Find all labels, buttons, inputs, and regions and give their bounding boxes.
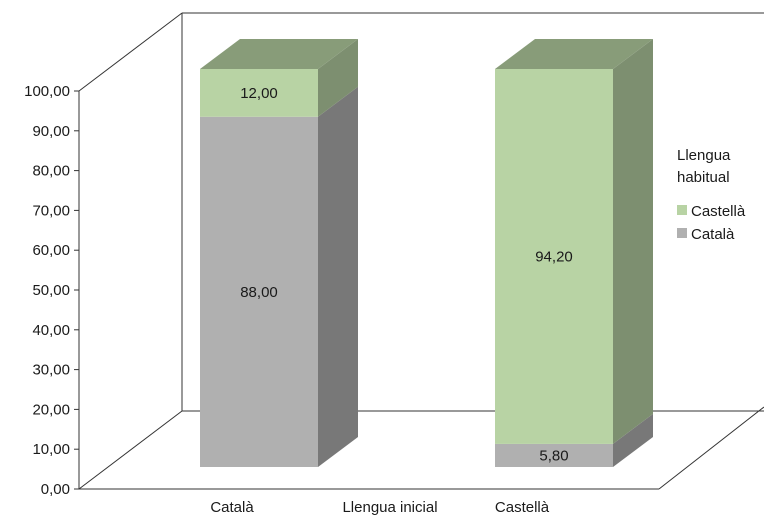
back-wall-left-edge	[78, 12, 183, 92]
x-tick-label: Castellà	[495, 499, 550, 516]
x-tick-label: Català	[210, 499, 254, 516]
y-tick-label: 10,00	[32, 441, 70, 458]
legend-label: Català	[691, 226, 735, 243]
bar-side-face	[613, 413, 653, 467]
bar-side-face	[613, 39, 653, 444]
legend-label: Castellà	[691, 203, 746, 220]
bar-top-face	[495, 39, 653, 69]
x-axis: Català Castellà Llengua inicial	[210, 499, 549, 516]
bar-front-face	[200, 69, 318, 117]
data-label: 94,20	[535, 248, 573, 265]
y-axis: 0,00 10,00 20,00 30,00 40,00 50,00 60,00 70,00 8…	[24, 83, 79, 498]
bar-front-face	[200, 116, 318, 467]
bar-segment: 94,20	[495, 39, 653, 444]
floor-left-edge	[78, 410, 183, 490]
y-tick-label: 100,00	[24, 83, 70, 100]
x-axis-title: Llengua inicial	[342, 499, 437, 516]
legend-title: Llengua	[677, 147, 731, 164]
y-tick-label: 60,00	[32, 242, 70, 259]
bar-side-face	[318, 39, 358, 117]
bar-front-face	[495, 443, 613, 467]
bar-front-face	[495, 69, 613, 444]
y-tick-label: 70,00	[32, 202, 70, 219]
chart-frame	[78, 12, 764, 490]
y-tick-label: 30,00	[32, 362, 70, 379]
y-tick-label: 0,00	[41, 481, 70, 498]
y-tick-label: 80,00	[32, 163, 70, 180]
y-tick-label: 50,00	[32, 282, 70, 299]
data-label: 5,80	[539, 447, 568, 464]
data-label: 12,00	[240, 85, 278, 102]
data-label: 88,00	[240, 284, 278, 301]
legend-swatch	[677, 205, 687, 215]
y-tick-label: 40,00	[32, 322, 70, 339]
floor-right-edge	[658, 406, 764, 490]
legend-swatch	[677, 228, 687, 238]
bar-top-face	[200, 39, 358, 69]
bar-segment: 12,00	[200, 39, 358, 117]
bars: 88,00 12,00 5,80 94,20	[200, 39, 653, 467]
y-tick-label: 20,00	[32, 401, 70, 418]
bar-side-face	[318, 86, 358, 467]
legend-title: habitual	[677, 169, 730, 186]
y-tick-label: 90,00	[32, 123, 70, 140]
bar-segment: 5,80	[495, 413, 653, 467]
bar-segment: 88,00	[200, 86, 358, 467]
legend: Llengua habitual Castellà Català	[677, 147, 746, 243]
